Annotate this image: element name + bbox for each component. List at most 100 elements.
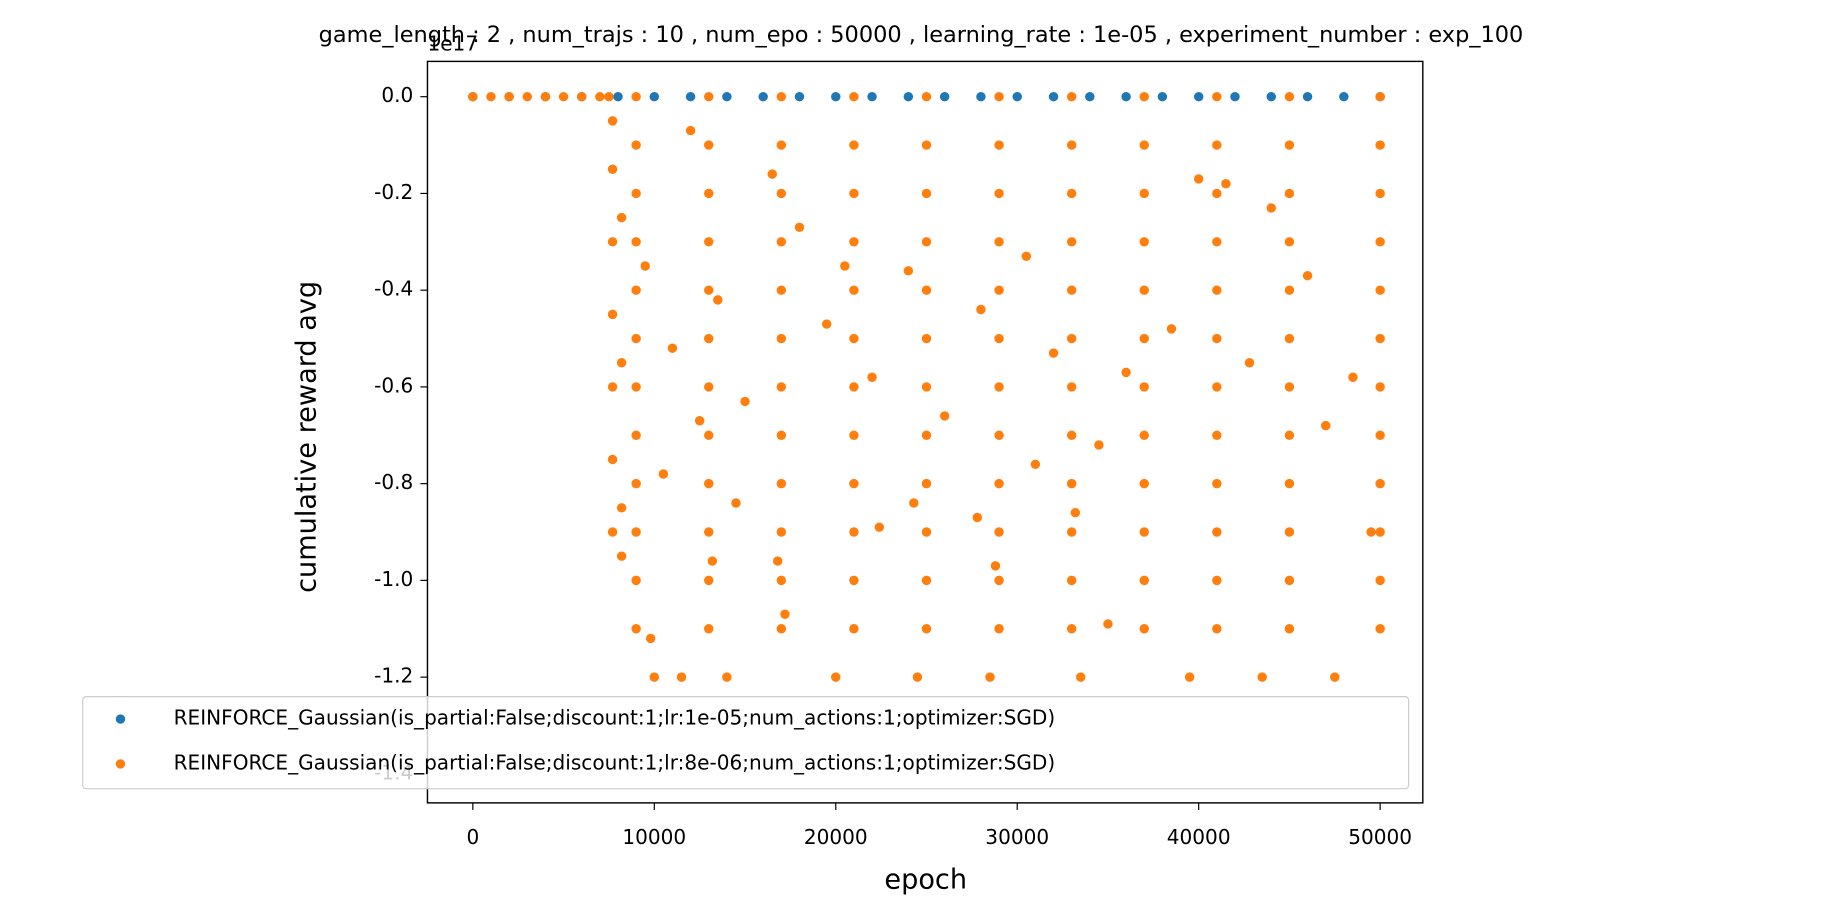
legend-label: REINFORCE_Gaussian(is_partial:False;disc… [174, 706, 1056, 730]
point [1302, 91, 1313, 102]
point [685, 91, 696, 102]
point [1066, 333, 1077, 344]
point [849, 140, 859, 150]
point [994, 333, 1004, 344]
point [849, 237, 859, 247]
point [994, 91, 1004, 102]
point [994, 285, 1004, 295]
point [1212, 624, 1222, 634]
point [1212, 188, 1222, 199]
point [1193, 174, 1204, 184]
point [731, 498, 741, 508]
point [607, 382, 618, 392]
point [990, 561, 1001, 571]
point [994, 478, 1004, 489]
point [1212, 575, 1222, 586]
point [1284, 382, 1295, 392]
point [1139, 382, 1149, 392]
point [1375, 478, 1385, 489]
point [604, 91, 614, 102]
point [1166, 324, 1177, 334]
y-tick-label: -1.0 [374, 567, 413, 591]
point [694, 416, 705, 426]
y-tick-label: -0.6 [374, 373, 413, 397]
point [704, 575, 714, 586]
point [704, 430, 714, 441]
point [1066, 91, 1077, 102]
point [776, 575, 787, 586]
point [1139, 430, 1149, 441]
point [994, 237, 1004, 247]
point [794, 91, 805, 102]
y-tick-label: -1.2 [374, 664, 413, 688]
y-axis-label: cumulative reward avg [292, 281, 323, 593]
point [758, 91, 768, 102]
point [831, 672, 841, 682]
point [776, 527, 787, 537]
point [776, 382, 787, 392]
point [631, 382, 641, 392]
x-tick-label: 0 [466, 825, 479, 849]
point [939, 411, 950, 421]
point [874, 522, 885, 532]
point [1348, 372, 1358, 382]
point [794, 222, 805, 233]
point [685, 125, 696, 136]
point [704, 91, 714, 102]
point [616, 551, 627, 561]
point [1066, 527, 1077, 537]
point [576, 91, 587, 102]
point [1244, 358, 1255, 368]
point [1375, 285, 1385, 295]
point [607, 237, 618, 247]
point [1302, 270, 1313, 281]
point [1257, 672, 1267, 682]
point [1139, 527, 1149, 537]
point [607, 454, 618, 465]
point [1375, 237, 1385, 247]
point [704, 624, 714, 634]
point [1094, 440, 1104, 450]
point [849, 382, 859, 392]
point [1375, 91, 1385, 102]
point [558, 91, 569, 102]
point [1066, 237, 1077, 247]
legend-marker [115, 759, 126, 769]
point [645, 633, 656, 644]
point [1139, 333, 1149, 344]
chart-title: game_length : 2 , num_trajs : 10 , num_e… [319, 22, 1524, 48]
point [667, 343, 678, 353]
point [1284, 237, 1295, 247]
point [903, 266, 914, 276]
point [707, 556, 718, 566]
point [1221, 179, 1231, 189]
point [1066, 188, 1077, 199]
point [631, 527, 641, 537]
point [1320, 420, 1331, 431]
point [486, 91, 496, 102]
point [616, 503, 627, 513]
point [1330, 672, 1340, 682]
point [1212, 333, 1222, 344]
y-tick-label: 0.0 [381, 83, 413, 107]
point [713, 295, 723, 305]
x-axis-label: epoch [884, 864, 967, 895]
point [1184, 672, 1195, 682]
point [1230, 91, 1240, 102]
point [1212, 140, 1222, 150]
point [1212, 237, 1222, 247]
point [676, 672, 687, 682]
point [849, 333, 859, 344]
point [649, 672, 660, 682]
point [1375, 140, 1385, 150]
point [1139, 237, 1149, 247]
point [972, 512, 983, 523]
point [776, 140, 787, 150]
point [1284, 624, 1295, 634]
point [772, 556, 783, 566]
point [1066, 285, 1077, 295]
point [631, 478, 641, 489]
point [921, 527, 932, 537]
point [607, 164, 618, 174]
point [1375, 333, 1385, 344]
